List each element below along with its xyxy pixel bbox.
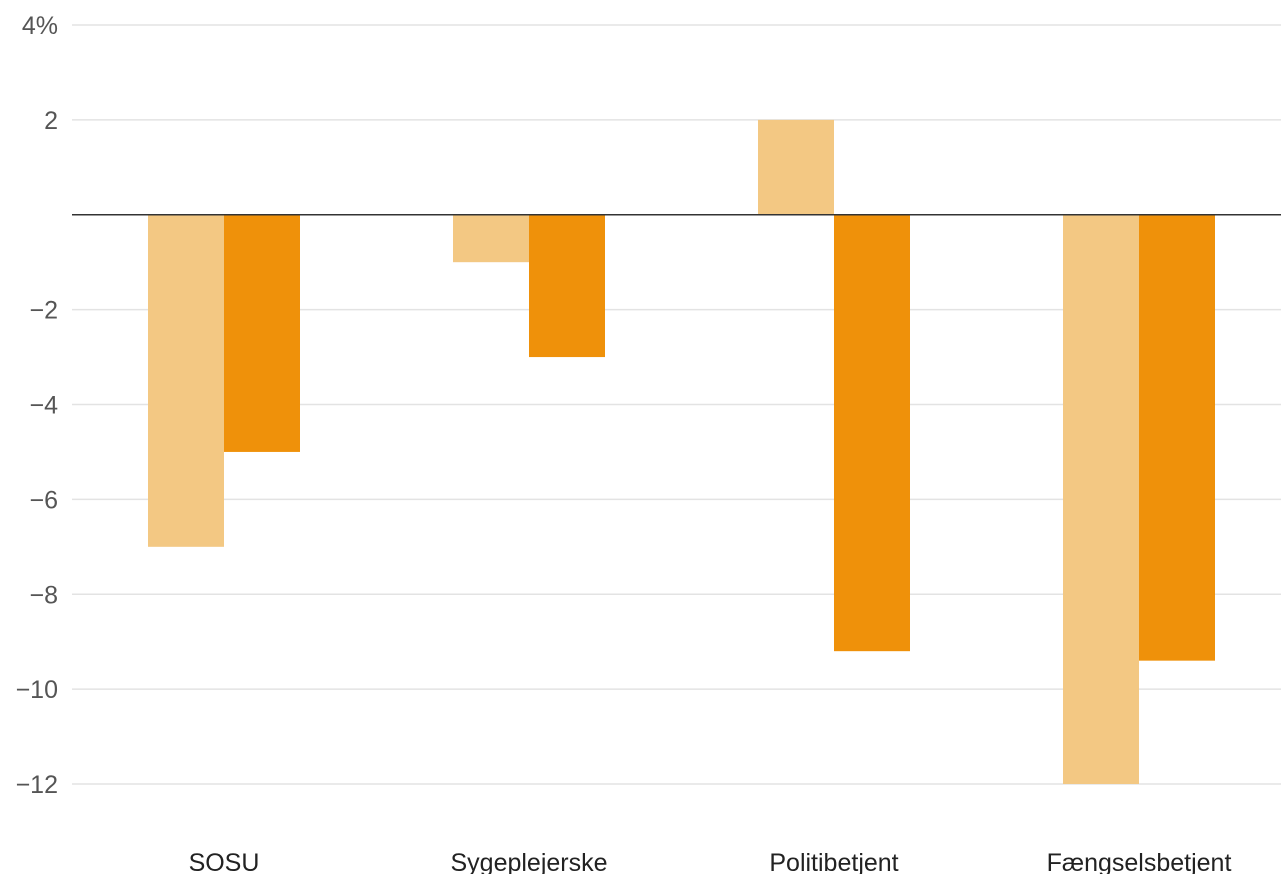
bar-fængselsbetjent-series-2 [1139,214,1215,661]
y-tick-label: −12 [16,771,58,799]
y-tick-label: −4 [29,392,58,420]
x-axis-category-labels: SOSU Sygeplejerske Politibetjent Fængselsbe… [189,849,1232,874]
y-tick-label: 4% [22,12,58,40]
bar-politibetjent-series-1 [758,119,834,215]
y-tick-label: −10 [16,676,58,704]
bars [148,119,1215,784]
bar-sygeplejerske-series-1 [453,214,529,263]
y-tick-label: 2 [44,107,58,135]
bar-sygeplejerske-series-2 [529,214,605,358]
category-label: Sygeplejerske [450,849,607,874]
y-tick-label: −2 [29,297,58,325]
category-label: SOSU [189,849,260,874]
bar-politibetjent-series-2 [834,214,910,652]
category-label: Politibetjent [769,849,898,874]
bar-fængselsbetjent-series-1 [1063,214,1139,784]
y-tick-label: −6 [29,486,58,514]
bar-sosu-series-2 [224,214,300,452]
category-label: Fængselsbetjent [1047,849,1232,874]
y-axis-tick-labels: 4% 2 −2 −4 −6 −8 −10 −12 [16,12,59,799]
bar-sosu-series-1 [148,214,224,547]
y-tick-label: −8 [29,581,58,609]
